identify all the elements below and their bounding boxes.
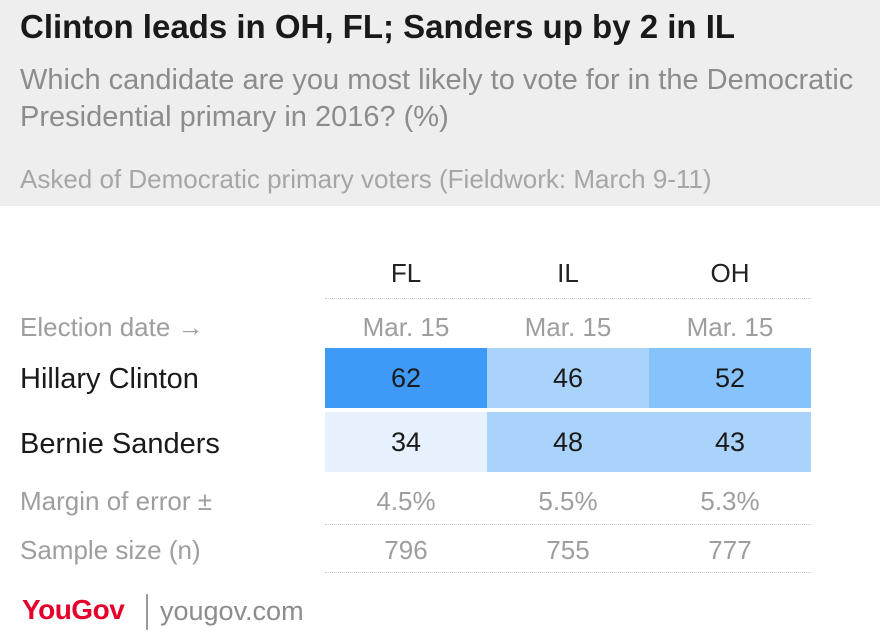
election-date-oh: Mar. 15 — [686, 312, 774, 342]
sample-size-oh: 777 — [708, 535, 752, 565]
heat-cell-sanders-oh: 43 — [649, 412, 811, 474]
heat-cell-clinton-oh: 52 — [649, 348, 811, 410]
header-panel: Clinton leads in OH, FL; Sanders up by 2… — [0, 0, 880, 206]
row-label-sample-size: Sample size (n) — [20, 535, 201, 565]
column-header-il: IL — [557, 258, 579, 288]
chart-note: Asked of Democratic primary voters (Fiel… — [20, 164, 712, 194]
row-label-margin-of-error: Margin of error ± — [20, 486, 212, 516]
election-date-fl: Mar. 15 — [362, 312, 450, 342]
divider — [325, 298, 811, 299]
heat-cell-clinton-fl: 62 — [325, 348, 487, 410]
divider — [325, 524, 811, 525]
footer-site: yougov.com — [160, 596, 304, 626]
heat-cell-sanders-il: 48 — [487, 412, 649, 474]
heat-cell-sanders-fl: 34 — [325, 412, 487, 474]
divider — [325, 572, 811, 573]
row-label-clinton: Hillary Clinton — [20, 363, 199, 395]
column-header-oh: OH — [710, 258, 750, 288]
sample-size-fl: 796 — [384, 535, 428, 565]
election-date-il: Mar. 15 — [524, 312, 612, 342]
margin-of-error-oh: 5.3% — [700, 486, 760, 516]
row-label-sanders: Bernie Sanders — [20, 428, 220, 460]
chart-title: Clinton leads in OH, FL; Sanders up by 2… — [20, 8, 736, 45]
heat-cell-clinton-il: 46 — [487, 348, 649, 410]
column-header-fl: FL — [390, 258, 422, 288]
row-label-election-date: Election date → — [20, 312, 204, 342]
chart-subtitle: Which candidate are you most likely to v… — [20, 64, 854, 133]
margin-of-error-il: 5.5% — [538, 486, 598, 516]
margin-of-error-fl: 4.5% — [376, 486, 436, 516]
footer-separator — [146, 594, 148, 630]
yougov-logo: YouGov — [22, 594, 125, 625]
sample-size-il: 755 — [546, 535, 590, 565]
